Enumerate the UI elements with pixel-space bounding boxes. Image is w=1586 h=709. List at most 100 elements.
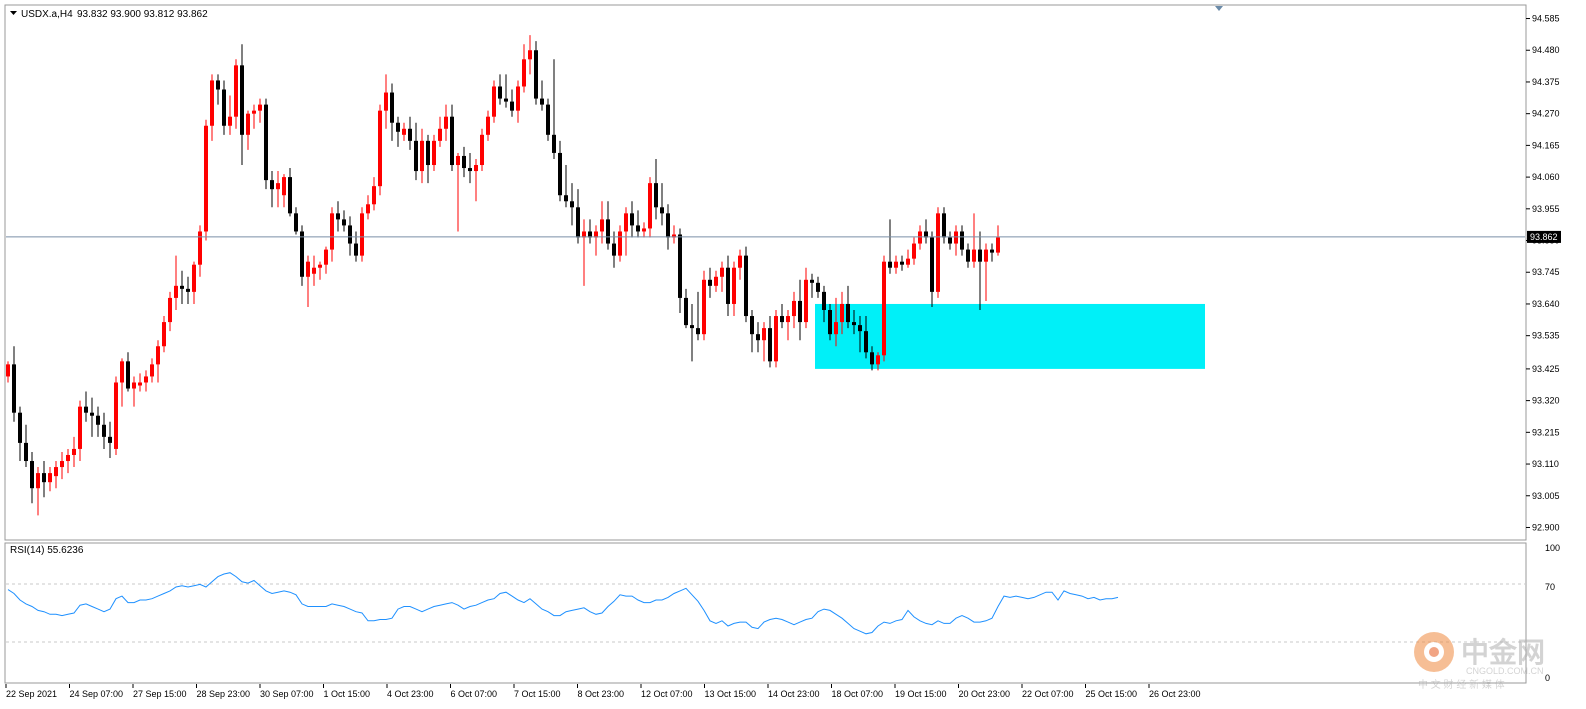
candle — [696, 291, 700, 341]
candle — [378, 104, 382, 196]
candle — [588, 219, 592, 244]
candle-body — [924, 231, 928, 238]
rsi-tick-label: 100 — [1545, 543, 1560, 553]
candle — [888, 219, 892, 274]
candle-body — [480, 134, 484, 166]
candle-body — [300, 231, 304, 277]
candle — [564, 165, 568, 208]
candle — [978, 231, 982, 310]
candle-body — [750, 316, 754, 335]
rsi-label: RSI(14) 55.6236 — [10, 545, 84, 556]
candle-body — [576, 207, 580, 238]
candle-body — [366, 204, 370, 214]
candle — [180, 270, 184, 304]
candle-body — [504, 98, 508, 102]
candle-body — [312, 267, 316, 274]
candle — [516, 80, 520, 123]
price-axis: 94.585 94.480 94.375 94.270 94.165 94.060 93.9… — [1526, 14, 1560, 532]
candle — [228, 95, 232, 135]
candle-body — [54, 467, 58, 477]
candle — [714, 270, 718, 292]
current-price-label: 93.862 — [1530, 232, 1558, 242]
candle-body — [918, 231, 922, 244]
time-tick-label: 18 Oct 07:00 — [832, 689, 884, 699]
price-tick-label: 93.535 — [1532, 331, 1560, 341]
price-panel[interactable] — [4, 4, 1527, 541]
candle — [942, 207, 946, 244]
candle-body — [858, 325, 862, 332]
candlestick-series — [6, 35, 1000, 516]
candle-body — [66, 454, 70, 462]
candle — [300, 225, 304, 286]
candle — [870, 346, 874, 371]
rsi-axis: 100 70 0 — [1545, 543, 1560, 683]
candle-body — [330, 213, 334, 250]
candle — [240, 44, 244, 166]
candle — [546, 98, 550, 141]
candle — [78, 400, 82, 462]
candle — [828, 303, 832, 341]
candle — [270, 171, 274, 208]
candle — [864, 316, 868, 359]
candle-body — [492, 86, 496, 117]
price-tick-label: 93.640 — [1532, 299, 1560, 309]
candle — [150, 358, 154, 383]
candle-body — [594, 231, 598, 238]
candle-body — [702, 279, 706, 335]
candle-body — [570, 201, 574, 208]
candle-body — [12, 364, 16, 413]
candle — [906, 249, 910, 268]
time-tick-label: 25 Oct 15:00 — [1086, 689, 1138, 699]
candle-body — [30, 461, 34, 489]
candle — [18, 406, 22, 462]
candle-body — [324, 249, 328, 265]
candle-body — [162, 322, 166, 347]
candle — [624, 207, 628, 256]
candle-body — [204, 125, 208, 232]
ohlc-readout: 93.832 93.900 93.812 93.862 — [77, 9, 208, 20]
time-tick-label: 19 Oct 15:00 — [895, 689, 947, 699]
candle — [504, 74, 508, 108]
candle — [414, 122, 418, 181]
price-tick-label: 94.480 — [1532, 45, 1560, 55]
candle-body — [228, 116, 232, 126]
candle — [210, 74, 214, 141]
candle-body — [288, 177, 292, 214]
time-tick-label: 13 Oct 15:00 — [705, 689, 757, 699]
chart-menu-triangle-icon[interactable] — [10, 11, 17, 15]
candle-body — [810, 279, 814, 283]
time-tick-label: 28 Sep 23:00 — [197, 689, 251, 699]
candle — [846, 285, 850, 329]
time-tick-label: 12 Oct 07:00 — [641, 689, 693, 699]
candle — [960, 225, 964, 256]
candle — [558, 140, 562, 202]
candle — [582, 219, 586, 286]
candle-body — [906, 258, 910, 265]
candle — [216, 74, 220, 105]
candle — [6, 361, 10, 383]
candle-body — [6, 364, 10, 377]
candle — [444, 104, 448, 141]
candle-body — [948, 237, 952, 244]
candle — [456, 152, 460, 232]
rsi-panel[interactable] — [4, 542, 1527, 684]
candle — [222, 80, 226, 135]
candle — [498, 74, 502, 105]
candle-body — [126, 361, 130, 389]
candle-body — [420, 140, 424, 172]
candle — [288, 168, 292, 217]
candle — [384, 74, 388, 129]
candle-body — [384, 92, 388, 111]
candle — [324, 246, 328, 274]
candle — [168, 291, 172, 332]
candle — [162, 316, 166, 353]
candle-body — [360, 213, 364, 256]
candle-body — [510, 101, 514, 111]
candle-body — [120, 361, 124, 383]
candle — [390, 83, 394, 141]
current-price-tag: 93.862 — [1527, 230, 1561, 243]
candle — [702, 270, 706, 341]
scroll-shift-marker-icon[interactable] — [1215, 6, 1223, 11]
candle — [810, 273, 814, 298]
candle — [312, 255, 316, 286]
